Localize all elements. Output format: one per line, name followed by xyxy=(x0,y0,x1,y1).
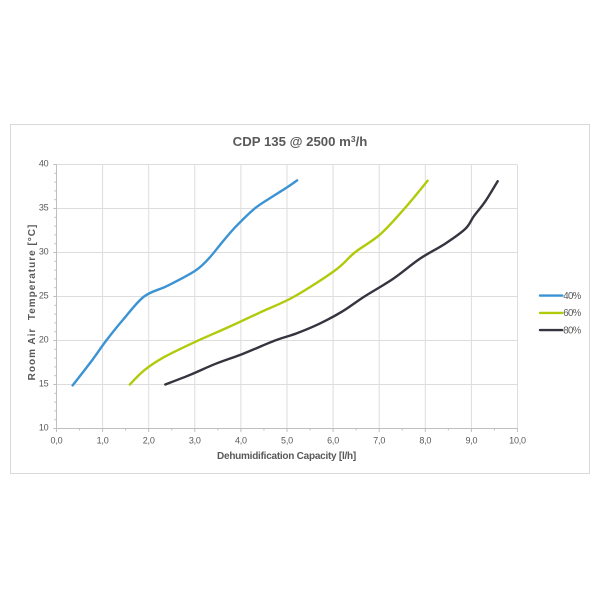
svg-text:10: 10 xyxy=(39,423,49,433)
svg-text:0,0: 0,0 xyxy=(51,435,63,445)
svg-text:1,0: 1,0 xyxy=(97,435,109,445)
svg-text:40%: 40% xyxy=(563,291,581,302)
svg-text:Dehumidification Capacity [l/h: Dehumidification Capacity [l/h] xyxy=(217,451,356,462)
svg-text:6,0: 6,0 xyxy=(327,435,339,445)
svg-text:25: 25 xyxy=(39,291,49,301)
svg-text:7,0: 7,0 xyxy=(373,435,385,445)
svg-text:8,0: 8,0 xyxy=(419,435,431,445)
svg-text:9,0: 9,0 xyxy=(465,435,477,445)
svg-text:15: 15 xyxy=(39,379,49,389)
svg-text:40: 40 xyxy=(39,159,49,169)
svg-text:80%: 80% xyxy=(563,325,581,336)
svg-text:3,0: 3,0 xyxy=(189,435,201,445)
svg-text:2,0: 2,0 xyxy=(143,435,155,445)
svg-text:10,0: 10,0 xyxy=(509,435,526,445)
svg-text:5,0: 5,0 xyxy=(281,435,293,445)
svg-text:20: 20 xyxy=(39,335,49,345)
svg-text:60%: 60% xyxy=(563,308,581,319)
svg-text:CDP 135 @ 2500 m3/h: CDP 135 @ 2500 m3/h xyxy=(233,134,368,149)
svg-text:30: 30 xyxy=(39,247,49,257)
svg-text:4,0: 4,0 xyxy=(235,435,247,445)
svg-text:Room Air Temperature [°C]: Room Air Temperature [°C] xyxy=(27,224,38,381)
svg-text:35: 35 xyxy=(39,203,49,213)
